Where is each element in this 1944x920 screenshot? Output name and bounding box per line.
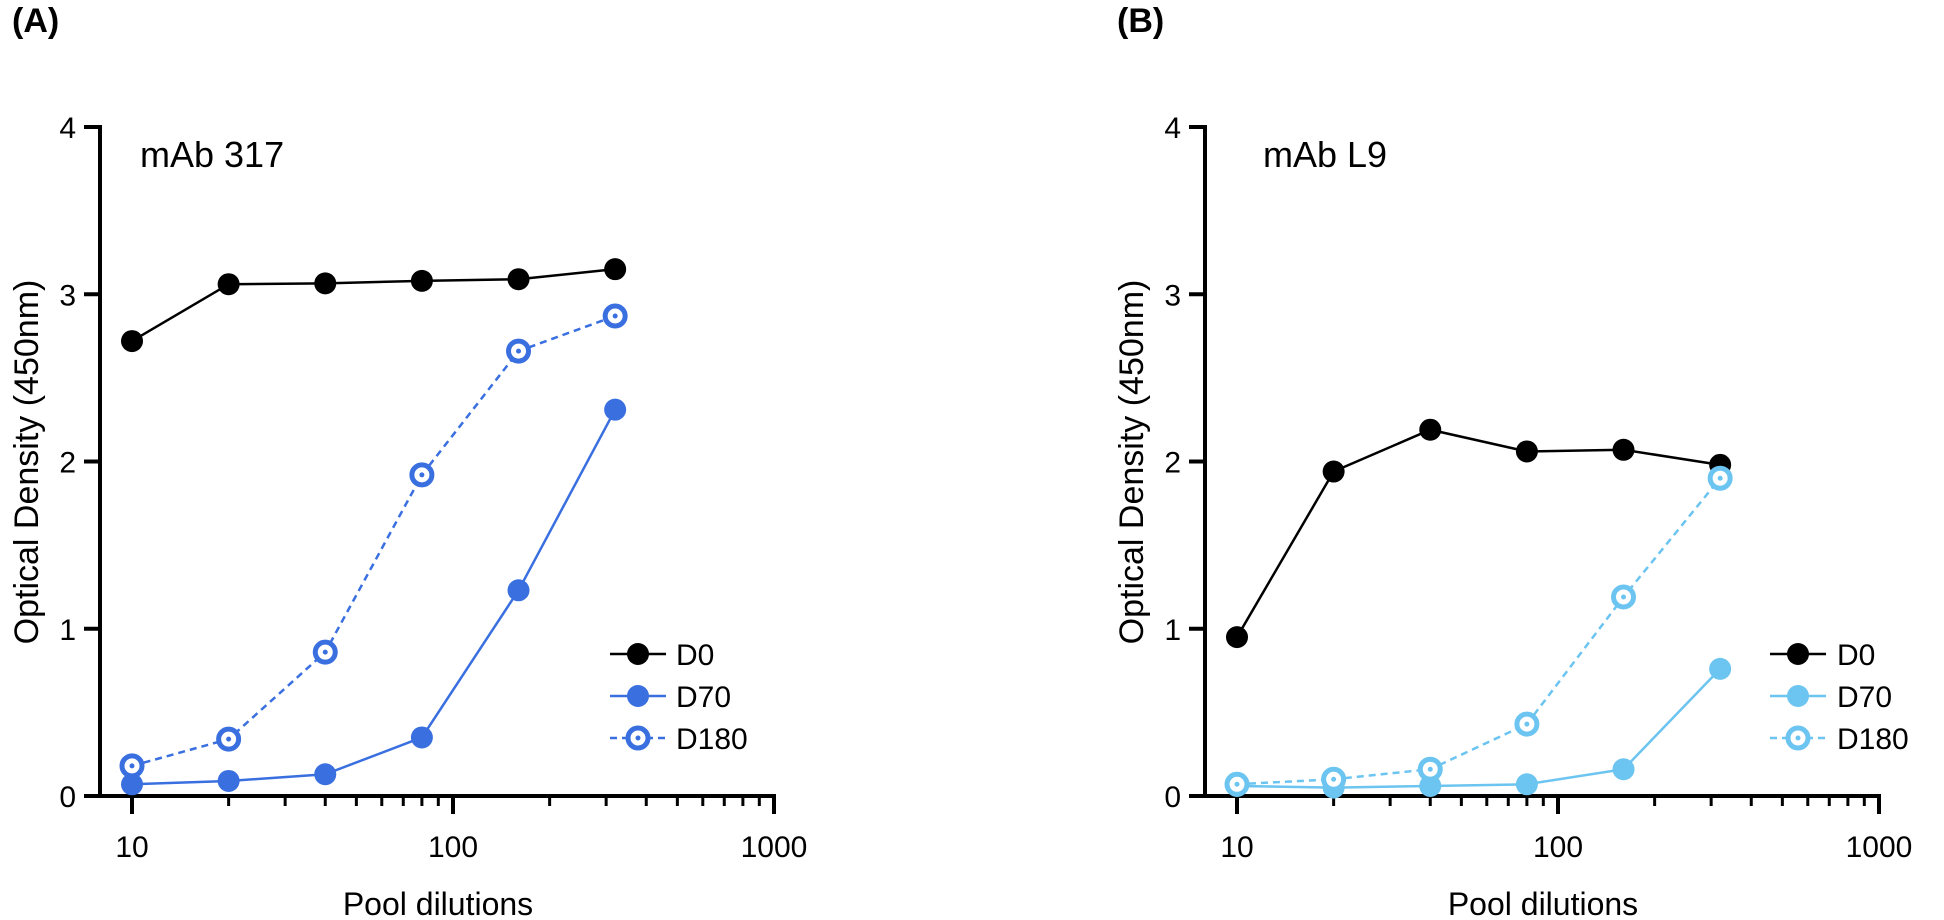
series-d70 [121, 398, 627, 796]
panel-label: (A) [12, 2, 59, 40]
legend-marker [1787, 643, 1809, 665]
data-point [314, 272, 337, 295]
y-axis-label: Optical Density (450nm) [8, 280, 46, 645]
series-d0 [1226, 418, 1732, 649]
data-point-center [1621, 594, 1627, 600]
data-point [1515, 440, 1538, 463]
data-point-center [322, 649, 328, 655]
panel-label: (B) [1117, 2, 1164, 40]
data-point-center [516, 348, 522, 354]
y-axis-label: Optical Density (450nm) [1113, 280, 1151, 645]
series-d180 [119, 303, 628, 779]
data-point-center [129, 763, 135, 769]
data-point-center [226, 736, 232, 742]
y-tick-label: 0 [1164, 781, 1181, 814]
y-tick-label: 2 [1164, 447, 1181, 480]
series-d180 [1224, 465, 1733, 797]
series-line [1235, 428, 1721, 638]
series-line [131, 314, 616, 768]
series-d0 [121, 258, 627, 353]
chart-panel-a: (A) mAb 317 0 1 2 3 4 10 100 1000 Pool dilutions Op… [8, 2, 807, 920]
data-point [1709, 657, 1732, 680]
data-point [1419, 774, 1442, 797]
legend-item-d0: D0 [1770, 639, 1875, 672]
data-point [1322, 460, 1345, 483]
data-point [410, 269, 433, 292]
data-point-center [612, 313, 618, 319]
data-point [507, 579, 530, 602]
legend-label: D70 [676, 681, 731, 714]
legend-marker-center [1795, 735, 1801, 741]
x-tick-label: 10 [1220, 831, 1253, 864]
data-point [410, 726, 433, 749]
legend-label: D180 [676, 723, 748, 756]
series-line [131, 267, 616, 343]
data-point-center [419, 472, 425, 478]
chart-title: mAb L9 [1263, 134, 1387, 175]
data-point [121, 330, 143, 353]
data-point [1226, 626, 1248, 649]
chart-title: mAb 317 [140, 134, 284, 175]
legend-label: D0 [676, 639, 714, 672]
x-tick-label: 1000 [1846, 831, 1913, 864]
data-point [1612, 438, 1635, 461]
data-point [1419, 418, 1442, 441]
y-tick-label: 3 [59, 279, 76, 312]
legend-marker [627, 643, 649, 665]
x-tick-label: 10 [115, 831, 148, 864]
y-tick-label: 0 [59, 781, 76, 814]
chart-panel-b: (B) mAb L9 0 1 2 3 4 10 100 1000 Pool dilutions Opt… [1113, 2, 1912, 920]
data-point [604, 258, 627, 281]
data-point-center [1331, 776, 1337, 782]
y-tick-label: 1 [1164, 614, 1181, 647]
data-point [1612, 758, 1635, 781]
legend-marker [1787, 685, 1809, 707]
data-point-center [1234, 781, 1240, 787]
y-tick-label: 3 [1164, 279, 1181, 312]
series-line [1236, 668, 1722, 789]
y-tick-label: 2 [59, 447, 76, 480]
y-tick-label: 4 [59, 112, 76, 145]
y-tick-label: 1 [59, 614, 76, 647]
legend-item-d70: D70 [1770, 681, 1892, 714]
x-tick-label: 1000 [741, 831, 808, 864]
data-point [604, 398, 627, 421]
legend-item-d180: D180 [1770, 723, 1909, 756]
data-point [1515, 773, 1538, 796]
legend-item-d0: D0 [610, 639, 714, 672]
legend-item-d180: D180 [610, 723, 748, 756]
data-point-center [1524, 721, 1530, 727]
legend-label: D180 [1837, 723, 1909, 756]
data-point [121, 773, 143, 796]
x-axis-label: Pool dilutions [343, 886, 533, 920]
legend-label: D0 [1837, 639, 1875, 672]
data-point [217, 769, 240, 792]
x-axis-label: Pool dilutions [1448, 886, 1638, 920]
series-d70 [1226, 657, 1732, 799]
y-tick-label: 4 [1164, 112, 1181, 145]
series-line [1236, 477, 1722, 786]
x-tick-label: 100 [428, 831, 478, 864]
data-point [314, 763, 337, 786]
x-tick-label: 100 [1533, 831, 1583, 864]
data-point-center [1427, 766, 1433, 772]
series-line [131, 409, 617, 786]
data-point [507, 268, 530, 291]
legend-item-d70: D70 [610, 681, 731, 714]
legend-marker-center [635, 735, 641, 741]
legend-label: D70 [1837, 681, 1892, 714]
legend-marker [627, 685, 649, 707]
data-point-center [1717, 475, 1723, 481]
data-point [217, 273, 240, 296]
